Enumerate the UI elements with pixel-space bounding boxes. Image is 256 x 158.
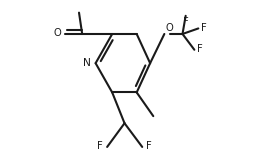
Text: N: N (83, 58, 91, 68)
Text: F: F (201, 23, 207, 33)
Text: F: F (146, 141, 152, 151)
Text: F: F (98, 141, 103, 151)
Text: F: F (183, 17, 189, 27)
Text: O: O (165, 23, 173, 33)
Text: O: O (53, 28, 61, 38)
Text: F: F (197, 44, 203, 54)
